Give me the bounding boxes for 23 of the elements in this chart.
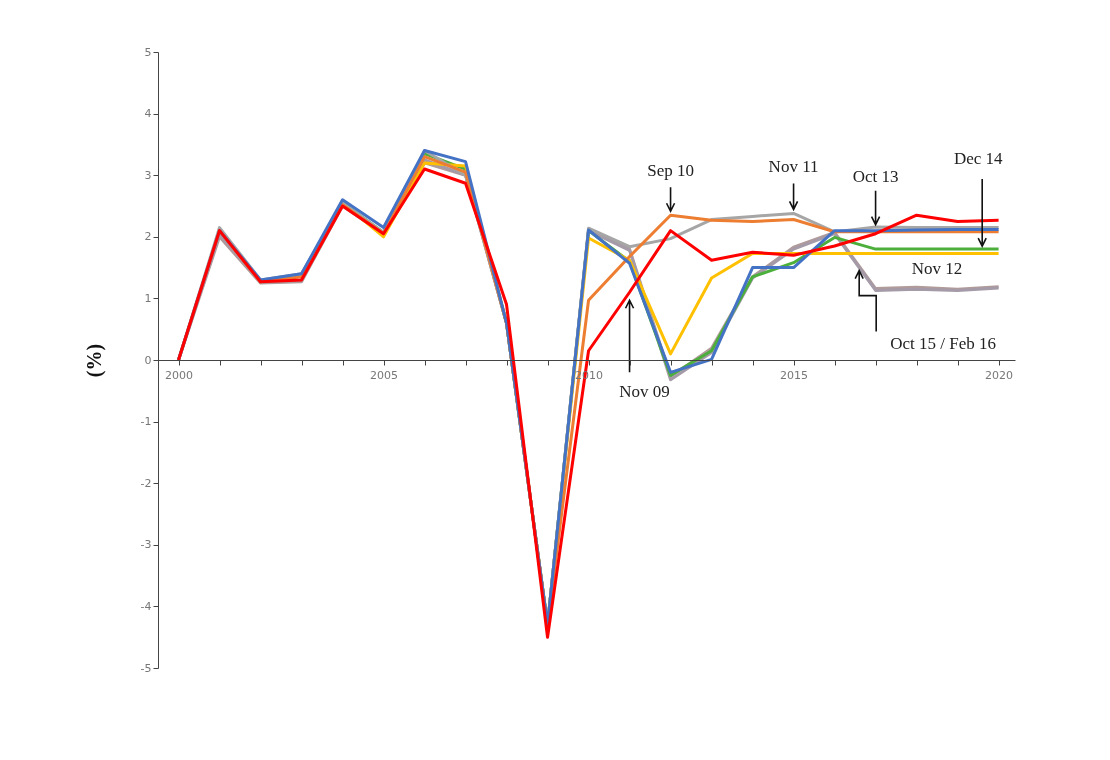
y-tick-label: -4	[140, 599, 152, 613]
annotation: Nov 09	[619, 382, 670, 402]
annotation: Nov 11	[768, 157, 819, 177]
y-axis-title: (%)	[82, 343, 106, 378]
annotation: Dec 14	[953, 149, 1003, 169]
annotation: Oct 15 / Feb 16	[890, 333, 997, 353]
y-tick-label: 0	[144, 353, 152, 367]
annotation: Nov 12	[911, 259, 963, 279]
y-tick-label: 3	[144, 168, 152, 182]
y-tick-label: 5	[144, 45, 152, 59]
x-tick-label: 2000	[165, 368, 193, 382]
y-tick-label: -5	[140, 661, 152, 675]
annotation: Sep 10	[647, 161, 694, 181]
y-tick-label: 4	[144, 107, 152, 121]
y-tick-label: -1	[140, 415, 152, 429]
x-tick-label: 2020	[985, 368, 1014, 382]
y-tick-label: 1	[144, 291, 152, 305]
x-tick-label: 2015	[780, 368, 809, 382]
x-tick-label: 2005	[370, 368, 399, 382]
y-tick-label: 2	[144, 230, 152, 244]
y-tick-label: -3	[140, 538, 152, 552]
y-tick-label: -2	[140, 476, 152, 490]
annotation: Oct 13	[852, 166, 899, 186]
